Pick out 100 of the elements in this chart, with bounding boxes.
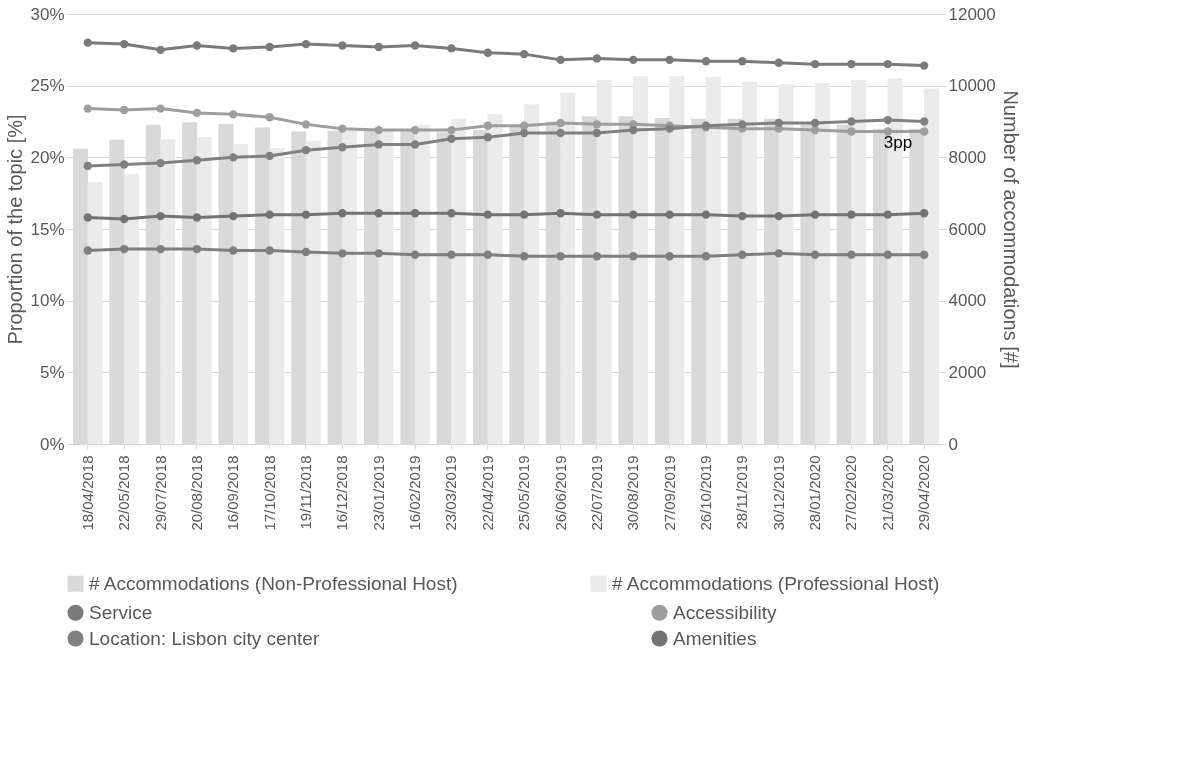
point — [338, 124, 347, 133]
point — [83, 161, 92, 171]
bar — [742, 81, 758, 444]
y-tick-label: 10% — [30, 291, 65, 311]
point — [920, 209, 929, 218]
point — [847, 59, 856, 69]
x-tick-label: 23/03/2019 — [442, 455, 460, 531]
point — [120, 105, 129, 115]
point — [847, 127, 856, 136]
point — [265, 210, 274, 219]
point — [701, 57, 711, 66]
point — [883, 59, 892, 69]
y2-tick-label: 8000 — [948, 147, 987, 167]
x-tick-label: 27/02/2020 — [842, 455, 860, 531]
point — [447, 134, 456, 143]
bar — [487, 114, 503, 444]
point — [920, 61, 929, 70]
point — [665, 210, 674, 219]
point — [920, 127, 929, 136]
x-tick-label: 30/08/2019 — [624, 455, 642, 531]
point — [847, 250, 856, 259]
point — [774, 58, 783, 67]
y-axis-title: Proportion of the topic [%] — [4, 114, 27, 345]
point — [229, 110, 238, 119]
bar — [451, 118, 467, 444]
point — [520, 121, 529, 130]
legend-label: Service — [89, 601, 153, 623]
x-tick-label: 28/11/2019 — [733, 455, 751, 530]
point — [556, 252, 565, 261]
point — [592, 128, 602, 138]
point — [192, 213, 202, 222]
y2-tick-label: 6000 — [948, 219, 987, 239]
y2-tick-label: 10000 — [948, 76, 996, 96]
x-tick-label: 16/09/2018 — [224, 455, 242, 531]
point — [156, 104, 165, 113]
point — [556, 55, 565, 65]
point — [629, 210, 638, 219]
bar — [269, 148, 285, 444]
point — [374, 140, 383, 149]
x-tick-label: 26/10/2019 — [697, 455, 714, 531]
point — [920, 117, 929, 126]
point — [301, 39, 311, 49]
point — [156, 158, 165, 168]
x-tick-label: 26/06/2019 — [551, 455, 569, 531]
legend-label: # Accommodations (Professional Host) — [612, 572, 940, 594]
point — [156, 45, 165, 55]
point — [810, 210, 820, 219]
x-tick-label: 27/09/2019 — [660, 455, 678, 531]
y-tick-label: 5% — [39, 362, 65, 382]
point — [229, 44, 238, 53]
point — [301, 247, 311, 257]
point — [374, 125, 383, 135]
bar — [923, 88, 939, 444]
point — [483, 48, 492, 57]
legend-label: Accessibility — [673, 601, 777, 623]
point — [338, 143, 347, 152]
point — [592, 120, 602, 129]
point — [847, 210, 856, 219]
bar — [123, 173, 139, 444]
point — [192, 41, 202, 50]
point — [192, 156, 202, 165]
point — [883, 210, 892, 219]
x-tick-label: 19/11/2018 — [297, 455, 314, 530]
x-tick-label: 18/04/2018 — [78, 455, 96, 531]
y2-tick-label: 0 — [948, 434, 958, 454]
y-tick-label: 20% — [30, 147, 65, 167]
bar — [342, 130, 358, 444]
point — [883, 115, 892, 125]
point — [447, 250, 456, 259]
point — [483, 250, 492, 259]
point — [701, 210, 711, 219]
bar — [596, 79, 612, 444]
point — [410, 41, 420, 50]
point — [920, 250, 929, 259]
point — [374, 42, 383, 52]
point — [556, 118, 565, 128]
bar — [233, 144, 249, 444]
point — [83, 246, 92, 255]
point — [229, 246, 238, 255]
legend-label: Location: Lisbon city center — [89, 627, 320, 649]
point — [410, 250, 420, 259]
point — [556, 128, 565, 138]
point — [374, 249, 383, 258]
point — [774, 118, 783, 128]
point — [83, 38, 92, 47]
point — [156, 244, 165, 254]
bar — [87, 182, 103, 444]
bar — [560, 92, 576, 444]
point — [120, 39, 129, 49]
annotation: 3pp — [883, 133, 913, 152]
point — [883, 127, 892, 136]
bar — [523, 104, 539, 444]
point — [447, 125, 456, 135]
point — [810, 250, 820, 259]
point — [774, 249, 783, 258]
x-tick-label: 17/10/2018 — [260, 455, 278, 531]
point — [629, 252, 638, 261]
point — [301, 210, 311, 219]
bar — [160, 139, 176, 444]
point — [701, 252, 711, 261]
